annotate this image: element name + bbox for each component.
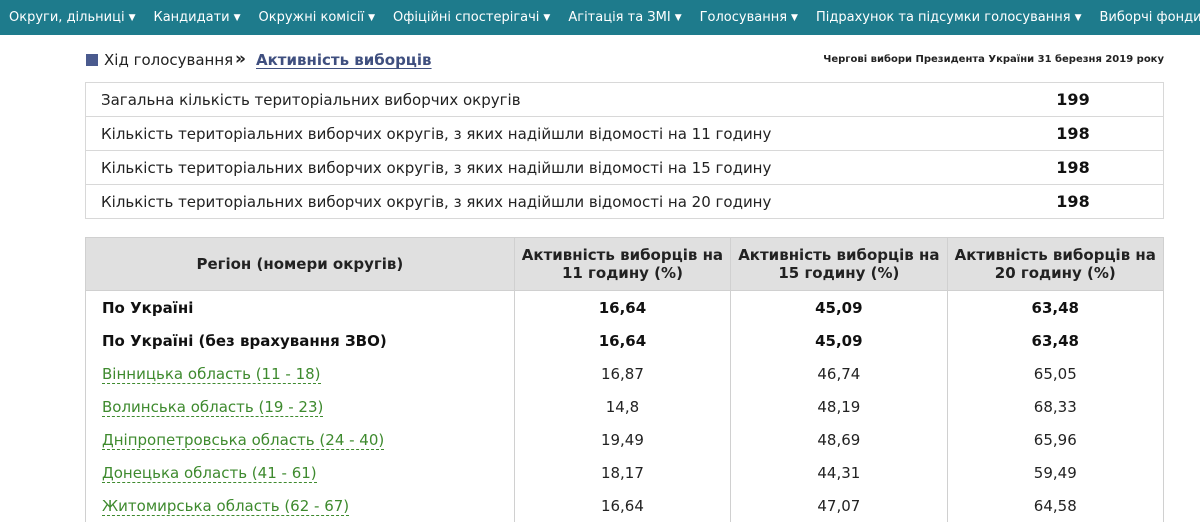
- table-row: Кількість територіальних виборчих округі…: [85, 150, 1164, 185]
- summary-table: Загальна кількість територіальних виборч…: [85, 82, 1164, 219]
- region-name: По Україні: [85, 290, 515, 324]
- table-row: По Україні (без врахування ЗВО) 16,64 45…: [85, 324, 1165, 357]
- turnout-20h: 65,05: [946, 357, 1165, 390]
- nav-label: Агітація та ЗМІ: [568, 10, 671, 25]
- summary-value: 198: [983, 116, 1164, 151]
- turnout-15h: 48,19: [730, 390, 948, 423]
- summary-value: 198: [983, 184, 1164, 219]
- region-cell: Донецька область (41 - 61): [85, 456, 515, 489]
- table-row: Волинська область (19 - 23) 14,8 48,19 6…: [85, 390, 1165, 423]
- region-cell: Дніпропетровська область (24 - 40): [85, 423, 515, 456]
- turnout-15h: 48,69: [730, 423, 948, 456]
- turnout-11h: 16,64: [513, 290, 732, 324]
- caret-down-icon: ▼: [543, 12, 551, 23]
- summary-label: Кількість територіальних виборчих округі…: [85, 150, 983, 185]
- table-header-row: Регіон (номери округів) Активність вибор…: [85, 237, 1165, 291]
- election-title: Чергові вибори Президента України 31 бер…: [823, 54, 1164, 65]
- caret-down-icon: ▼: [368, 12, 376, 23]
- turnout-20h: 63,48: [946, 324, 1165, 357]
- table-row: Кількість територіальних виборчих округі…: [85, 184, 1164, 219]
- breadcrumb: Хід голосування » Активність виборців Че…: [86, 49, 1164, 71]
- region-link[interactable]: Вінницька область (11 - 18): [102, 364, 321, 384]
- region-link[interactable]: Житомирська область (62 - 67): [102, 496, 350, 516]
- turnout-20h: 65,96: [946, 423, 1165, 456]
- turnout-11h: 16,87: [513, 357, 732, 390]
- turnout-20h: 64,58: [946, 489, 1165, 522]
- turnout-15h: 44,31: [730, 456, 948, 489]
- summary-label: Кількість територіальних виборчих округі…: [85, 116, 983, 151]
- turnout-11h: 16,64: [513, 489, 732, 522]
- column-header-20h: Активність виборців на 20 годину (%): [946, 237, 1165, 291]
- nav-label: Кандидати: [153, 10, 230, 25]
- turnout-11h: 19,49: [513, 423, 732, 456]
- nav-label: Голосування: [699, 10, 788, 25]
- column-header-region: Регіон (номери округів): [85, 237, 515, 291]
- turnout-11h: 18,17: [513, 456, 732, 489]
- summary-label: Загальна кількість територіальних виборч…: [85, 82, 983, 117]
- nav-label: Окружні комісії: [258, 10, 365, 25]
- nav-label: Підрахунок та підсумки голосування: [815, 10, 1071, 25]
- turnout-11h: 14,8: [513, 390, 732, 423]
- nav-item-voting[interactable]: Голосування ▼: [700, 10, 798, 25]
- table-row: Житомирська область (62 - 67) 16,64 47,0…: [85, 489, 1165, 522]
- turnout-20h: 68,33: [946, 390, 1165, 423]
- nav-item-district-commissions[interactable]: Окружні комісії ▼: [259, 10, 376, 25]
- turnout-15h: 45,09: [730, 324, 948, 357]
- nav-item-campaign-media[interactable]: Агітація та ЗМІ ▼: [568, 10, 681, 25]
- table-row: Дніпропетровська область (24 - 40) 19,49…: [85, 423, 1165, 456]
- turnout-table: Регіон (номери округів) Активність вибор…: [85, 237, 1165, 522]
- nav-item-districts[interactable]: Округи, дільниці ▼: [9, 10, 135, 25]
- table-row: Загальна кількість територіальних виборч…: [85, 82, 1164, 117]
- region-cell: Волинська область (19 - 23): [85, 390, 515, 423]
- nav-label: Виборчі фонди: [1099, 10, 1200, 25]
- summary-value: 199: [983, 82, 1164, 117]
- region-link[interactable]: Дніпропетровська область (24 - 40): [102, 430, 385, 450]
- nav-item-counting-results[interactable]: Підрахунок та підсумки голосування ▼: [816, 10, 1082, 25]
- table-row: Вінницька область (11 - 18) 16,87 46,74 …: [85, 357, 1165, 390]
- caret-down-icon: ▼: [1074, 12, 1082, 23]
- breadcrumb-prev-link[interactable]: Хід голосування: [104, 51, 234, 69]
- nav-item-election-funds[interactable]: Виборчі фонди▼: [1100, 10, 1200, 25]
- turnout-15h: 46,74: [730, 357, 948, 390]
- table-row: Кількість територіальних виборчих округі…: [85, 116, 1164, 151]
- column-header-15h: Активність виборців на 15 годину (%): [730, 237, 948, 291]
- region-link[interactable]: Волинська область (19 - 23): [102, 397, 324, 417]
- square-bullet-icon: [86, 54, 98, 66]
- nav-label: Округи, дільниці: [9, 10, 125, 25]
- caret-down-icon: ▼: [674, 12, 682, 23]
- turnout-20h: 63,48: [946, 290, 1165, 324]
- top-navigation: Округи, дільниці ▼ Кандидати ▼ Окружні ком…: [0, 0, 1200, 35]
- turnout-11h: 16,64: [513, 324, 732, 357]
- nav-label: Офіційні спостерігачі: [393, 10, 540, 25]
- summary-value: 198: [983, 150, 1164, 185]
- table-row: Донецька область (41 - 61) 18,17 44,31 5…: [85, 456, 1165, 489]
- page-title: Активність виборців: [256, 51, 432, 69]
- turnout-15h: 47,07: [730, 489, 948, 522]
- region-link[interactable]: Донецька область (41 - 61): [102, 463, 317, 483]
- table-row: По Україні 16,64 45,09 63,48: [85, 290, 1165, 324]
- caret-down-icon: ▼: [128, 12, 136, 23]
- column-header-11h: Активність виборців на 11 годину (%): [513, 237, 732, 291]
- nav-item-candidates[interactable]: Кандидати ▼: [153, 10, 240, 25]
- summary-label: Кількість територіальних виборчих округі…: [85, 184, 983, 219]
- breadcrumb-separator: »: [235, 49, 246, 69]
- caret-down-icon: ▼: [791, 12, 798, 23]
- region-cell: Житомирська область (62 - 67): [85, 489, 515, 522]
- region-cell: Вінницька область (11 - 18): [85, 357, 515, 390]
- turnout-20h: 59,49: [946, 456, 1165, 489]
- caret-down-icon: ▼: [233, 12, 241, 23]
- region-name: По Україні (без врахування ЗВО): [85, 324, 515, 357]
- nav-item-official-observers[interactable]: Офіційні спостерігачі ▼: [393, 10, 550, 25]
- turnout-15h: 45,09: [730, 290, 948, 324]
